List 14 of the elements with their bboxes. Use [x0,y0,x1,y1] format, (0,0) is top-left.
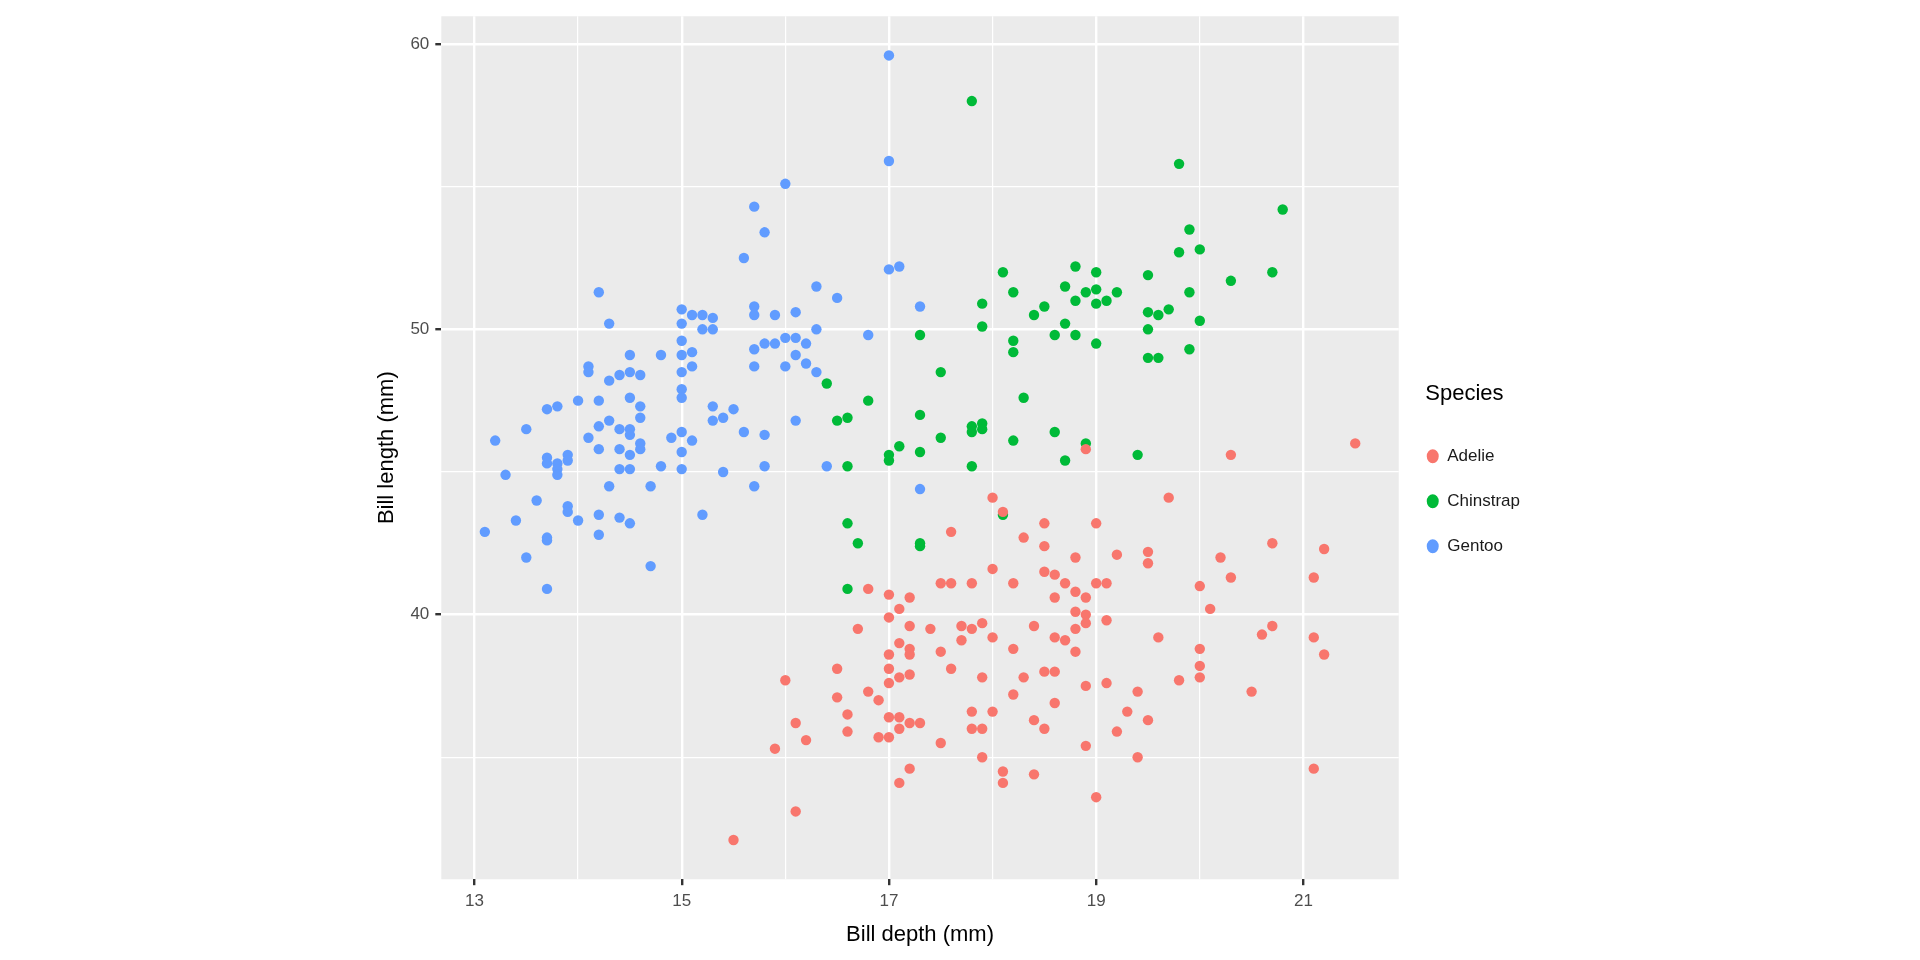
x-tick-label: 15 [672,891,692,911]
y-tick-label: 50 [410,318,430,338]
legend-label: Adelie [1447,445,1495,465]
x-tick-label: 19 [1086,891,1106,911]
legend-label: Chinstrap [1447,490,1521,510]
x-tick-label: 17 [879,891,899,911]
legend-title: Species [1425,380,1504,406]
legend-label: Gentoo [1447,535,1504,555]
x-axis-title: Bill depth (mm) [846,920,994,946]
y-axis-title: Bill length (mm) [373,371,399,525]
y-tick-label: 40 [410,604,430,624]
x-tick-label: 13 [465,891,484,911]
y-tick-label: 60 [410,33,430,53]
x-tick-label: 21 [1293,891,1313,911]
